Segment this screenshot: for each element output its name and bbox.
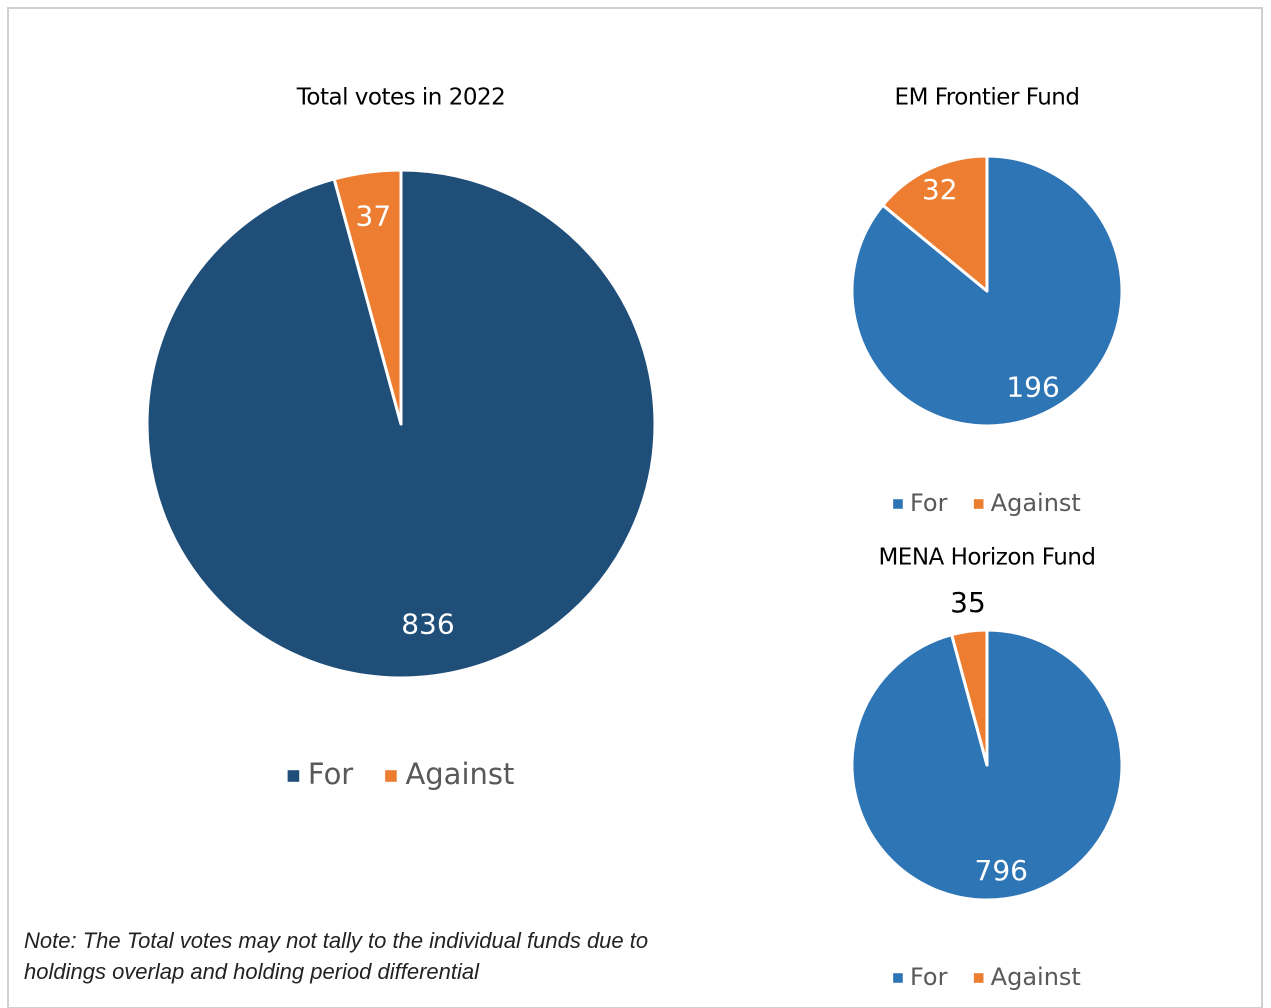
legend-swatch — [973, 499, 984, 509]
data-label: 35 — [950, 586, 986, 619]
legend-label: Against — [405, 757, 514, 791]
data-label: 796 — [975, 854, 1028, 887]
legend-label: For — [910, 963, 948, 991]
legend-label: For — [308, 757, 353, 791]
data-label: 32 — [922, 173, 958, 206]
legend-swatch — [893, 973, 903, 983]
note: holdings overlap and holding period diff… — [24, 959, 480, 984]
legend-swatch — [287, 770, 300, 782]
legend-swatch — [385, 770, 397, 782]
frame — [7, 7, 1263, 1008]
legend-label: Against — [991, 963, 1081, 991]
pie-slice — [881, 154, 989, 293]
legend-label: For — [910, 489, 948, 517]
data-label: 196 — [1006, 371, 1059, 404]
chart-title: MENA Horizon Fund — [878, 545, 1095, 571]
data-label: 37 — [356, 200, 392, 233]
data-label: 836 — [401, 607, 454, 640]
legend-swatch — [973, 973, 984, 983]
chart-title: Total votes in 2022 — [296, 85, 505, 111]
legend-swatch — [893, 499, 903, 509]
pie-slice — [950, 628, 989, 767]
note: Note: The Total votes may not tally to t… — [24, 928, 648, 953]
legend-label: Against — [991, 489, 1081, 517]
pie-slice — [332, 168, 403, 426]
chart-title: EM Frontier Fund — [895, 85, 1080, 111]
